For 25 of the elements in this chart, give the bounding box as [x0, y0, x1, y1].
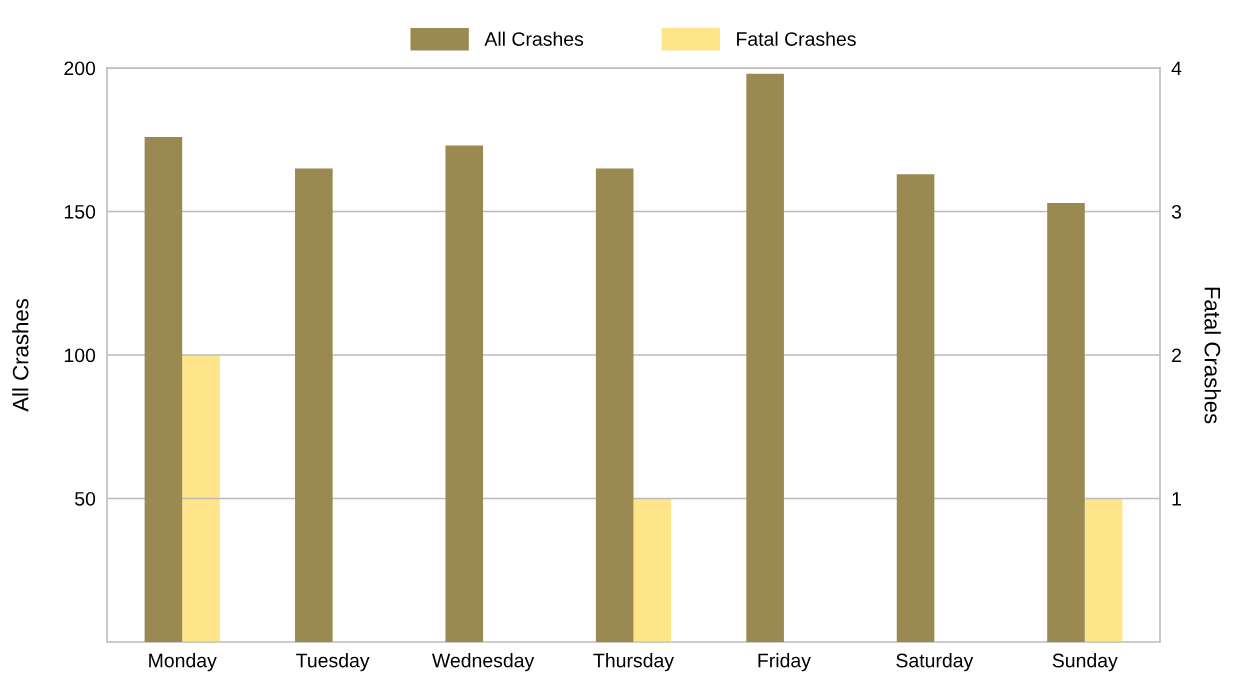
bar: [1047, 202, 1085, 642]
y-tick-label: 100: [64, 348, 96, 363]
y2-tick-label: 4: [1171, 61, 1182, 76]
x-tick-label: Monday: [149, 653, 217, 672]
x-tick-label: Sunday: [1052, 653, 1118, 672]
y2-axis-title: Fatal Crashes: [1204, 287, 1221, 424]
legend-label: Fatal Crashes: [737, 31, 856, 46]
x-tick-label: Saturday: [896, 653, 974, 672]
y-tick-label: 150: [64, 204, 96, 219]
x-tick-label: Tuesday: [296, 653, 370, 672]
y2-tick-label: 1: [1172, 492, 1181, 506]
y-axis-title: All Crashes: [12, 298, 29, 412]
bar: [746, 73, 784, 642]
bar: [445, 145, 484, 642]
y2-tick-label: 3: [1171, 204, 1182, 219]
y-tick-label: 200: [64, 61, 96, 76]
bar: [595, 168, 634, 642]
x-tick-label: Wednesday: [431, 653, 535, 672]
x-tick-label: Thursday: [593, 653, 674, 672]
y-tick-label: 50: [75, 491, 96, 506]
bar: [896, 174, 935, 642]
legend-label: All Crashes: [484, 31, 584, 46]
y2-tick-label: 2: [1172, 348, 1181, 363]
bar: [295, 168, 333, 642]
x-tick-label: Friday: [758, 653, 811, 672]
